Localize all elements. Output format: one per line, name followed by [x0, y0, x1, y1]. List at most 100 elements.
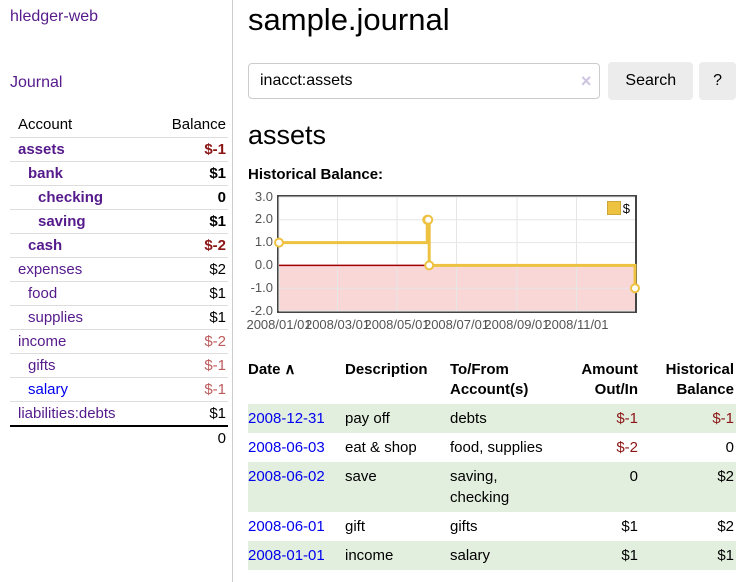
account-link-expenses[interactable]: expenses [18, 261, 82, 278]
account-row: liabilities:debts $1 [10, 402, 228, 427]
account-row: salary $-1 [10, 378, 228, 402]
transaction-date-link[interactable]: 2008-06-01 [248, 518, 325, 535]
transaction-accounts: food, supplies [450, 433, 562, 462]
register-row: 2008-06-03 eat & shop food, supplies $-2… [248, 433, 736, 462]
search-form: × Search ? [248, 62, 736, 100]
chart-heading: Historical Balance: [248, 166, 736, 183]
x-axis-tick-label: 2008/05/01 [364, 317, 429, 332]
transaction-date-link[interactable]: 2008-01-01 [248, 547, 325, 564]
account-link-saving[interactable]: saving [38, 213, 86, 230]
y-axis-tick-label: 2.0 [248, 211, 273, 226]
register-row: 2008-01-01 income salary $1 $1 [248, 541, 736, 570]
register-header-amount: Amount Out/In [562, 358, 640, 405]
balance-chart-plot: $ [277, 195, 637, 313]
account-row: assets $-1 [10, 138, 228, 162]
search-input[interactable] [248, 63, 600, 99]
y-axis-tick-label: 0.0 [248, 257, 273, 272]
clear-search-icon[interactable]: × [581, 71, 592, 91]
account-link-bank[interactable]: bank [28, 165, 63, 182]
account-balance: $-1 [147, 354, 229, 378]
transaction-accounts: saving, checking [450, 462, 562, 512]
main-content: sample.journal × Search ? assets Histori… [248, 0, 742, 570]
account-link-food[interactable]: food [28, 285, 57, 302]
x-axis-tick-label: 2008/09/01 [484, 317, 549, 332]
balance-chart: $ 3.02.01.00.0-1.0-2.02008/01/012008/03/… [248, 195, 736, 338]
account-balance: $1 [147, 402, 229, 427]
account-balance: $1 [147, 162, 229, 186]
x-axis-tick-label: 2008/01/01 [246, 317, 311, 332]
accounts-table: Account Balance assets $-1 bank $1 check… [10, 112, 228, 450]
account-link-supplies[interactable]: supplies [28, 309, 83, 326]
sidebar-item-journal[interactable]: Journal [10, 74, 232, 92]
register-header-description: Description [345, 358, 450, 405]
transaction-date-link[interactable]: 2008-12-31 [248, 410, 325, 427]
register-row: 2008-06-01 gift gifts $1 $2 [248, 512, 736, 541]
search-button[interactable]: Search [608, 62, 693, 100]
help-button[interactable]: ? [699, 62, 736, 100]
transaction-balance: 0 [640, 433, 736, 462]
transaction-balance: $2 [640, 462, 736, 512]
app-title-link[interactable]: hledger-web [10, 8, 232, 26]
account-link-checking[interactable]: checking [38, 189, 103, 206]
account-balance: $2 [147, 258, 229, 282]
transaction-balance: $-1 [640, 404, 736, 433]
accounts-header-account: Account [10, 112, 147, 138]
account-row: supplies $1 [10, 306, 228, 330]
account-row: saving $1 [10, 210, 228, 234]
transaction-date-link[interactable]: 2008-06-02 [248, 468, 325, 485]
account-row: food $1 [10, 282, 228, 306]
account-balance: $1 [147, 210, 229, 234]
account-balance: $-2 [147, 234, 229, 258]
account-link-cash[interactable]: cash [28, 237, 62, 254]
transaction-balance: $1 [640, 541, 736, 570]
transaction-accounts: salary [450, 541, 562, 570]
y-axis-tick-label: -1.0 [248, 280, 273, 295]
account-link-income[interactable]: income [18, 333, 66, 350]
legend-series-label: $ [623, 201, 630, 216]
account-balance: $1 [147, 306, 229, 330]
register-header-row: Date∧ Description To/From Account(s) Amo… [248, 358, 736, 405]
account-link-gifts[interactable]: gifts [28, 357, 56, 374]
register-header-balance: Historical Balance [640, 358, 736, 405]
transaction-balance: $2 [640, 512, 736, 541]
account-row: checking 0 [10, 186, 228, 210]
transaction-description: eat & shop [345, 433, 450, 462]
transaction-description: save [345, 462, 450, 512]
accounts-header-balance: Balance [147, 112, 229, 138]
account-link-salary[interactable]: salary [28, 381, 68, 398]
transaction-description: gift [345, 512, 450, 541]
y-axis-tick-label: -2.0 [248, 303, 273, 318]
transaction-description: income [345, 541, 450, 570]
transaction-description: pay off [345, 404, 450, 433]
account-balance: 0 [147, 186, 229, 210]
register-row: 2008-12-31 pay off debts $-1 $-1 [248, 404, 736, 433]
page-title: sample.journal [248, 2, 736, 38]
account-balance: $1 [147, 282, 229, 306]
transaction-amount: $1 [562, 541, 640, 570]
register-header-accounts: To/From Account(s) [450, 358, 562, 405]
register-row: 2008-06-02 save saving, checking 0 $2 [248, 462, 736, 512]
register-header-date[interactable]: Date∧ [248, 358, 345, 405]
account-row: expenses $2 [10, 258, 228, 282]
account-row: gifts $-1 [10, 354, 228, 378]
transaction-accounts: debts [450, 404, 562, 433]
transaction-amount: 0 [562, 462, 640, 512]
transaction-amount: $-2 [562, 433, 640, 462]
account-row: income $-2 [10, 330, 228, 354]
account-balance: $-1 [147, 138, 229, 162]
transaction-date-link[interactable]: 2008-06-03 [248, 439, 325, 456]
account-row: bank $1 [10, 162, 228, 186]
register-table: Date∧ Description To/From Account(s) Amo… [248, 358, 736, 571]
x-axis-tick-label: 2008/03/01 [305, 317, 370, 332]
account-page-title: assets [248, 120, 736, 151]
account-balance: $-1 [147, 378, 229, 402]
sidebar: hledger-web Journal Account Balance asse… [0, 0, 233, 582]
account-row: cash $-2 [10, 234, 228, 258]
sort-ascending-icon: ∧ [285, 361, 296, 378]
y-axis-tick-label: 1.0 [248, 234, 273, 249]
transaction-amount: $-1 [562, 404, 640, 433]
transaction-accounts: gifts [450, 512, 562, 541]
accounts-total-value: 0 [147, 426, 229, 450]
account-link-liabilities-debts[interactable]: liabilities:debts [18, 405, 116, 422]
account-link-assets[interactable]: assets [18, 141, 65, 158]
